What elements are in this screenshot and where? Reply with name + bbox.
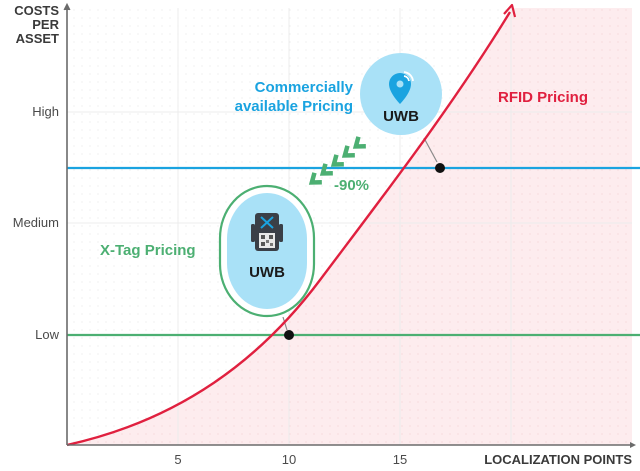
commercial-pricing-label: Commercially available Pricing [235, 78, 353, 116]
xtag-pricing-label: X-Tag Pricing [100, 242, 196, 259]
leader-top [423, 137, 438, 163]
x-tick-5: 5 [174, 452, 182, 467]
rfid-arrow-head [503, 3, 517, 18]
intersection-dot-commercial [435, 163, 445, 173]
leader-bottom [282, 316, 288, 331]
x-tick-10: 10 [281, 452, 297, 467]
rfid-curve [66, 11, 512, 447]
reduction-chevrons-icon [308, 136, 366, 185]
y-axis-title-line: PER [32, 17, 59, 32]
y-axis-title: COSTS PER ASSET [14, 4, 59, 46]
y-axis-title-line: COSTS [14, 3, 59, 18]
commercial-pricing-label-line: available Pricing [234, 98, 353, 115]
y-axis-title-line: ASSET [15, 31, 59, 46]
x-tick-15: 15 [392, 452, 408, 467]
uwb-commercial-label: UWB [383, 108, 419, 125]
y-axis-arrow [63, 2, 71, 11]
location-signal-icon [389, 71, 414, 104]
xtag-device-icon [251, 213, 283, 251]
intersection-dot-xtag [284, 330, 294, 340]
y-tick-medium: Medium [12, 215, 59, 230]
uwb-xtag-badge [218, 184, 316, 318]
commercial-pricing-label-line: Commercially [254, 79, 353, 96]
x-axis-arrow [630, 442, 636, 448]
rfid-pricing-label: RFID Pricing [498, 89, 589, 106]
uwb-xtag-label: UWB [249, 264, 285, 281]
y-tick-high: High [32, 104, 59, 119]
reduction-percent: -90% [334, 177, 370, 194]
uwb-commercial-badge [360, 53, 442, 135]
x-axis-title: LOCALIZATION POINTS [484, 452, 632, 467]
y-tick-low: Low [35, 327, 59, 342]
